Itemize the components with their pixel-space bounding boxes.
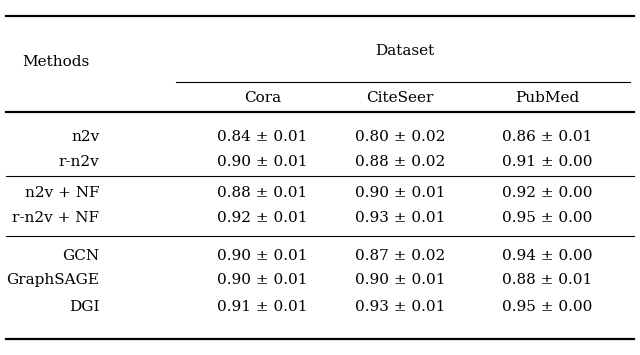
Text: 0.84 ± 0.01: 0.84 ± 0.01: [217, 130, 308, 144]
Text: 0.92 ± 0.01: 0.92 ± 0.01: [217, 211, 308, 225]
Text: 0.90 ± 0.01: 0.90 ± 0.01: [217, 273, 308, 288]
Text: 0.93 ± 0.01: 0.93 ± 0.01: [355, 300, 445, 314]
Text: 0.95 ± 0.00: 0.95 ± 0.00: [502, 211, 593, 225]
Text: PubMed: PubMed: [515, 91, 579, 105]
Text: 0.91 ± 0.00: 0.91 ± 0.00: [502, 154, 593, 169]
Text: 0.86 ± 0.01: 0.86 ± 0.01: [502, 130, 593, 144]
Text: 0.88 ± 0.01: 0.88 ± 0.01: [217, 186, 308, 201]
Text: n2v: n2v: [71, 130, 99, 144]
Text: 0.95 ± 0.00: 0.95 ± 0.00: [502, 300, 593, 314]
Text: Cora: Cora: [244, 91, 281, 105]
Text: n2v + NF: n2v + NF: [25, 186, 99, 201]
Text: 0.88 ± 0.02: 0.88 ± 0.02: [355, 154, 445, 169]
Text: 0.91 ± 0.01: 0.91 ± 0.01: [217, 300, 308, 314]
Text: 0.94 ± 0.00: 0.94 ± 0.00: [502, 248, 593, 263]
Text: r-n2v + NF: r-n2v + NF: [12, 211, 99, 225]
Text: 0.90 ± 0.01: 0.90 ± 0.01: [217, 154, 308, 169]
Text: 0.87 ± 0.02: 0.87 ± 0.02: [355, 248, 445, 263]
Text: Methods: Methods: [22, 55, 90, 69]
Text: 0.80 ± 0.02: 0.80 ± 0.02: [355, 130, 445, 144]
Text: 0.88 ± 0.01: 0.88 ± 0.01: [502, 273, 593, 288]
Text: r-n2v: r-n2v: [58, 154, 99, 169]
Text: 0.93 ± 0.01: 0.93 ± 0.01: [355, 211, 445, 225]
Text: GraphSAGE: GraphSAGE: [6, 273, 99, 288]
Text: 0.90 ± 0.01: 0.90 ± 0.01: [217, 248, 308, 263]
Text: 0.90 ± 0.01: 0.90 ± 0.01: [355, 186, 445, 201]
Text: GCN: GCN: [62, 248, 99, 263]
Text: CiteSeer: CiteSeer: [366, 91, 434, 105]
Text: DGI: DGI: [68, 300, 99, 314]
Text: 0.90 ± 0.01: 0.90 ± 0.01: [355, 273, 445, 288]
Text: Dataset: Dataset: [375, 44, 435, 59]
Text: 0.92 ± 0.00: 0.92 ± 0.00: [502, 186, 593, 201]
